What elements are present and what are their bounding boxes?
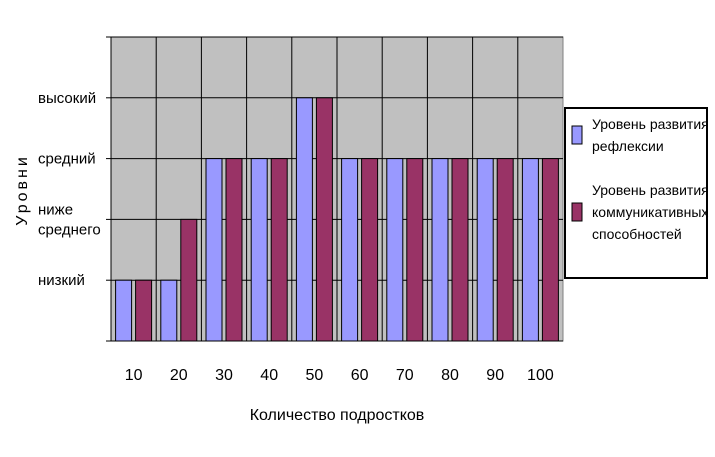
bar-series-1-40 — [250, 158, 268, 342]
y-level-label-line: ниже — [38, 201, 73, 218]
x-tick-label: 100 — [527, 367, 554, 384]
legend-swatch-series-2 — [571, 202, 583, 222]
bar-series-1-10 — [115, 279, 133, 342]
bar-series-2-40 — [270, 158, 288, 342]
bar-series-1-60 — [341, 158, 359, 342]
y-level-label: низкий — [38, 272, 85, 289]
bar-series-2-10 — [135, 279, 153, 342]
y-level-label: ниже среднего — [38, 201, 101, 238]
y-level-label-line: среднего — [38, 221, 101, 238]
legend-label-line: коммуникативных — [592, 204, 708, 220]
y-level-label: высокий — [38, 90, 96, 107]
legend-label-line: рефлексии — [592, 138, 664, 154]
x-tick-label: 30 — [215, 367, 233, 384]
y-level-label-line: низкий — [38, 272, 85, 289]
bar-series-1-30 — [205, 158, 223, 342]
legend-label-series-2: Уровень развития коммуникативных способнос… — [592, 182, 709, 242]
legend-label-line: способностей — [592, 226, 682, 242]
bar-series-1-50 — [295, 97, 313, 342]
x-tick-label: 90 — [486, 367, 504, 384]
x-tick-label: 10 — [125, 367, 143, 384]
y-level-label-line: высокий — [38, 90, 96, 107]
bar-series-2-80 — [451, 158, 469, 342]
x-tick-label: 20 — [170, 367, 188, 384]
y-axis-title: Уровни — [14, 154, 31, 226]
bar-series-2-30 — [225, 158, 243, 342]
legend-swatch-series-1 — [571, 125, 583, 145]
bar-series-2-100 — [541, 158, 559, 342]
legend-label-line: Уровень развития — [592, 116, 709, 132]
x-tick-label: 80 — [441, 367, 459, 384]
x-tick-label: 40 — [260, 367, 278, 384]
bar-series-1-70 — [386, 158, 404, 342]
bar-series-1-100 — [521, 158, 539, 342]
bar-series-2-60 — [361, 158, 379, 342]
bar-series-1-90 — [476, 158, 494, 342]
x-tick-label: 60 — [351, 367, 369, 384]
legend-label-line: Уровень развития — [592, 182, 709, 198]
bar-series-2-70 — [406, 158, 424, 342]
bar-series-2-90 — [496, 158, 514, 342]
legend-box — [564, 107, 708, 279]
x-axis-title: Количество подростков — [250, 407, 425, 424]
bar-series-1-20 — [160, 279, 178, 342]
bar-series-1-80 — [431, 158, 449, 342]
y-level-label-line: средний — [38, 151, 96, 168]
y-level-label: средний — [38, 151, 96, 168]
x-tick-label: 50 — [306, 367, 324, 384]
bar-series-2-50 — [315, 97, 333, 342]
x-tick-label: 70 — [396, 367, 414, 384]
legend-label-series-1: Уровень развития рефлексии — [592, 116, 709, 154]
bar-series-2-20 — [180, 218, 198, 342]
